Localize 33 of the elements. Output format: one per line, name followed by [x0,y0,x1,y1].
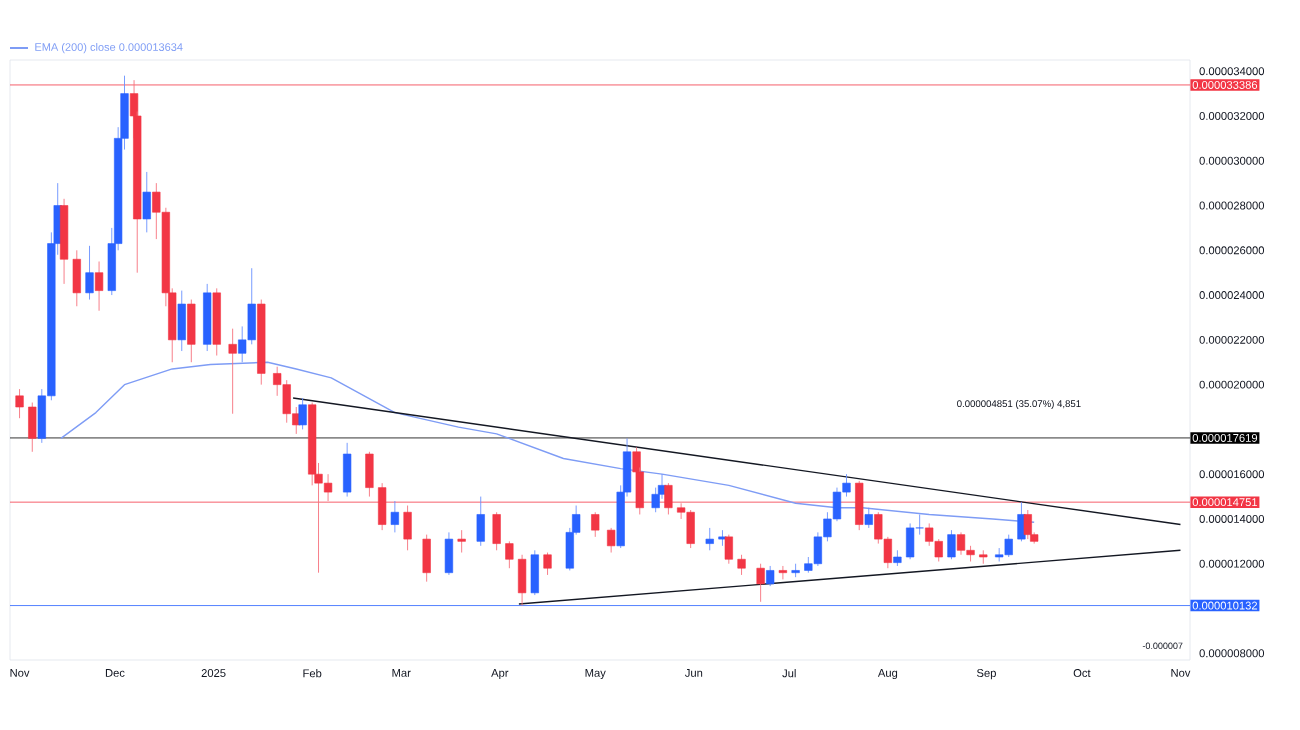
candlestick [228,328,237,415]
candlestick [607,527,616,553]
candlestick [15,388,24,419]
candlestick [187,299,196,363]
candlestick [85,245,94,300]
candlestick [543,552,552,576]
candlestick [343,442,352,498]
candlestick [457,529,466,553]
candlestick [444,531,454,576]
candlestick [778,565,788,580]
candlestick [737,554,746,576]
candlestick [766,565,775,587]
candlestick [505,540,514,569]
candlestick [591,511,600,538]
candlestick [28,402,37,453]
candlestick [1023,509,1032,540]
candlestick [530,549,539,596]
candlestick [476,496,485,547]
candlestick [142,171,151,233]
candlestick [365,451,374,498]
candlestick [864,507,873,529]
candlestick [298,397,307,430]
candlestick [724,534,733,565]
candlestick [517,554,527,607]
candlestick [906,522,915,560]
candlestick [94,261,104,312]
candlestick [390,500,399,533]
candlestick [177,290,186,352]
candlestick [947,529,956,560]
candlestick [756,563,765,603]
candlestick [422,534,431,583]
candlestick [492,511,501,551]
candlestick [705,527,714,551]
